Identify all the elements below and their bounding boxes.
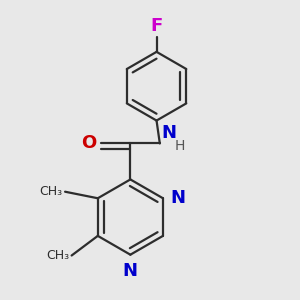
Text: O: O [81, 134, 96, 152]
Text: CH₃: CH₃ [46, 249, 69, 262]
Text: N: N [123, 262, 138, 280]
Text: H: H [175, 139, 185, 153]
Text: N: N [161, 124, 176, 142]
Text: N: N [170, 189, 185, 207]
Text: CH₃: CH₃ [39, 185, 62, 198]
Text: F: F [150, 17, 163, 35]
